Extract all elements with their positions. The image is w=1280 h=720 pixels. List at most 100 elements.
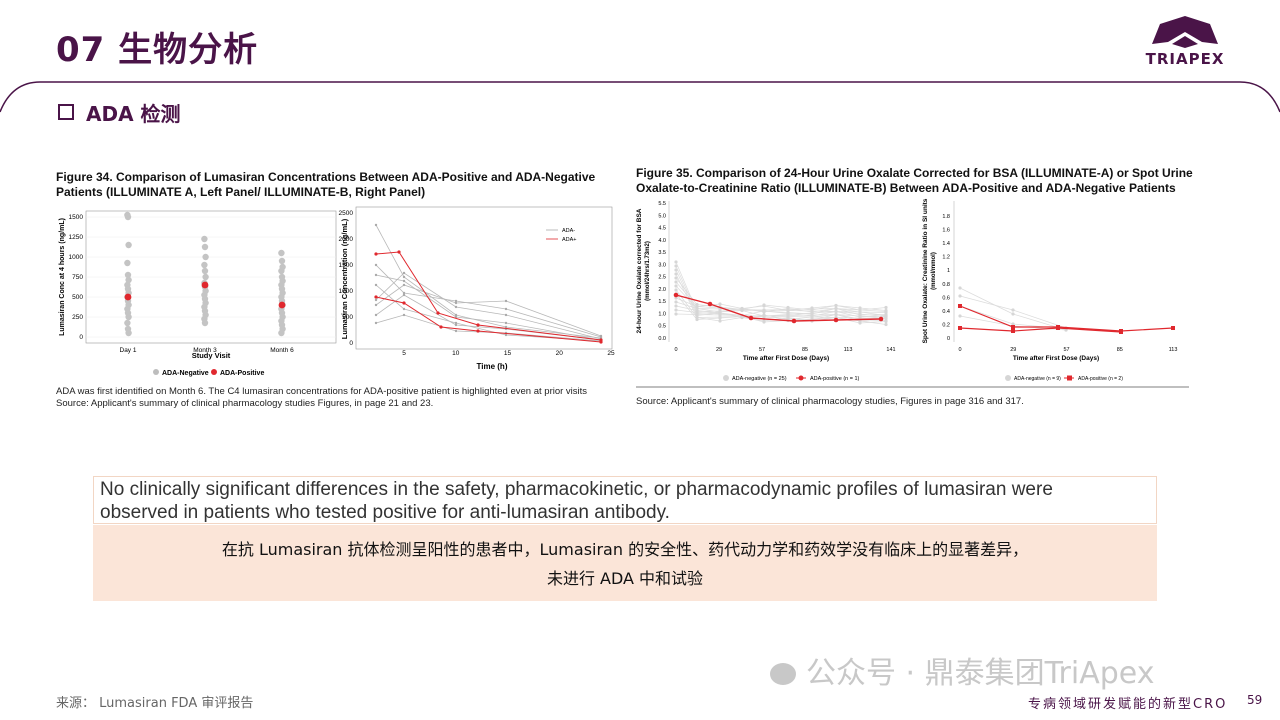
ada-minus-point <box>454 323 458 327</box>
ada-negative-point <box>125 276 132 284</box>
ada-negative-point <box>674 288 678 292</box>
legend-35r-positive-marker <box>1067 375 1072 381</box>
ada-minus-point <box>454 321 458 325</box>
quote-line1: No clinically significant differences in… <box>100 479 1053 500</box>
ada-negative-point <box>674 260 678 264</box>
ada-negative-series <box>675 269 887 320</box>
f34l-xtick-0: Day 1 <box>120 347 137 354</box>
ada-plus-point <box>476 329 480 333</box>
ada-positive-point <box>833 317 839 323</box>
f35r-ytick-0: 0 <box>947 336 950 342</box>
ada-negative-series <box>675 281 887 315</box>
f34r-ytick-1: 500 <box>342 314 353 321</box>
f34l-ytick-5: 1250 <box>69 234 84 241</box>
ada-minus-point <box>374 303 378 307</box>
figure-35-right-panel: Spot Urine Oxalate: Creatinine Ratio in … <box>922 198 1177 382</box>
summary-line1: 在抗 Lumasiran 抗体检测呈阳性的患者中，Lumasiran 的安全性、… <box>221 540 1029 559</box>
figure-34-title: Figure 34. Comparison of Lumasiran Conce… <box>56 170 616 200</box>
ada-negative-point <box>884 318 888 323</box>
page-title: 07 生物分析 <box>56 30 259 70</box>
ada-minus-point <box>504 325 508 329</box>
ada-negative-point <box>834 306 838 311</box>
f35l-ytick-2: 1.0 <box>658 311 666 317</box>
ada-negative-point <box>674 296 678 300</box>
ada-minus-point <box>599 334 603 338</box>
quote-box <box>93 476 1157 524</box>
ada-negative-point <box>124 259 131 267</box>
f35l-ytick-1: 0.5 <box>658 324 666 330</box>
ada-minus-point <box>454 299 458 303</box>
ada-minus-point <box>402 313 406 317</box>
ada-plus-point <box>439 325 443 329</box>
ada-negative-point <box>201 319 209 327</box>
f35l-xtick-1: 29 <box>716 347 722 353</box>
ada-negative-series <box>675 261 887 316</box>
figure-35-right-ylabel-line2: (mmol/mmol) <box>931 252 937 290</box>
ada-minus-point <box>454 305 458 309</box>
ada-positive-point <box>748 315 754 321</box>
f34r-xtick-2: 15 <box>504 350 512 357</box>
figure-35-title-line1: Figure 35. Comparison of 24-Hour Urine O… <box>636 166 1193 180</box>
ada-minus-point <box>374 283 378 287</box>
f34l-ytick-4: 1000 <box>69 254 84 261</box>
f35r-ytick-3: 0.6 <box>942 295 950 301</box>
ada-positive-point <box>958 304 962 308</box>
ada-negative-point <box>740 315 744 320</box>
ada-negative-point <box>278 249 285 257</box>
ada-minus-point <box>504 321 508 325</box>
ada-minus-point <box>454 301 458 305</box>
ada-negative-point <box>125 329 132 337</box>
ada-minus-point <box>454 315 458 319</box>
f34l-xtick-1: Month 3 <box>193 347 217 354</box>
ada-negative-point <box>958 314 962 318</box>
ada-negative-point <box>810 315 814 319</box>
summary-line2: 未进行 ADA 中和试验 <box>546 569 704 588</box>
f34l-ytick-3: 750 <box>72 274 83 281</box>
f35r-xtick-4: 113 <box>1169 347 1178 353</box>
figure-34-title-line1: Figure 34. Comparison of Lumasiran Conce… <box>56 170 596 184</box>
figure-34-left-panel: Lumasiran Conc at 4 hours (ng/mL) 0 250 50… <box>59 210 337 377</box>
f35r-xtick-0: 0 <box>958 347 961 353</box>
ada-plus-point <box>476 323 480 327</box>
f35l-ytick-0: 0.0 <box>658 336 666 342</box>
watermark: 公众号 · 鼎泰集团TriApex <box>770 648 1154 692</box>
f34l-ytick-0: 0 <box>79 334 83 341</box>
ada-negative-point <box>674 272 678 276</box>
f34l-xtick-2: Month 6 <box>270 347 294 354</box>
ada-negative-point <box>884 305 888 310</box>
ada-negative-point <box>125 241 132 249</box>
ada-negative-point <box>202 273 209 281</box>
f34r-ytick-0: 0 <box>349 340 353 347</box>
ada-negative-point <box>695 302 699 307</box>
ada-negative-point <box>884 322 888 327</box>
quote-text: No clinically significant differences in… <box>100 478 1155 524</box>
ada-negative-point <box>786 307 790 312</box>
ada-minus-point <box>374 321 378 325</box>
ada-negative-point <box>718 309 722 313</box>
ada-positive-point <box>1011 325 1015 329</box>
ada-negative-point <box>884 312 888 317</box>
ada-minus-point <box>504 313 508 317</box>
logo-text: TRIAPEX <box>1145 50 1225 68</box>
ada-negative-point <box>674 276 678 280</box>
summary-text: 在抗 Lumasiran 抗体检测呈阳性的患者中，Lumasiran 的安全性、… <box>93 535 1157 593</box>
figure-35-left-panel: 24-hour Urine Oxalate corrected for BSA … <box>636 201 896 382</box>
header-divider <box>0 81 1280 113</box>
f35l-ytick-5: 2.5 <box>658 275 666 281</box>
slogan: 专病领域研发赋能的新型CRO <box>1028 697 1228 712</box>
figure-35-left-ylabel-line2: (mmol/24hrs/1.73m2) <box>645 241 651 301</box>
figure-34-title-line2: Patients (ILLUMINATE A, Left Panel/ ILLU… <box>56 185 426 199</box>
figure-34-source: Source: Applicant's summary of clinical … <box>56 398 434 409</box>
legend-35r-positive: ADA-positive (n = 2) <box>1078 376 1123 382</box>
figure-35-left-ylabel-line1: 24-hour Urine Oxalate corrected for BSA <box>636 208 643 333</box>
ada-positive-point <box>201 281 209 289</box>
square-bullet-icon <box>58 104 74 120</box>
figure-34-left-ylabel: Lumasiran Conc at 4 hours (ng/mL) <box>59 218 66 336</box>
f34r-ytick-5: 2500 <box>339 210 354 217</box>
ada-minus-point <box>454 329 458 333</box>
figure-35-left-xlabel: Time after First Dose (Days) <box>743 355 829 362</box>
ada-negative-point <box>674 304 678 308</box>
ada-plus-point <box>436 311 440 315</box>
f35l-xtick-0: 0 <box>674 347 677 353</box>
f35l-xtick-2: 57 <box>759 347 765 353</box>
